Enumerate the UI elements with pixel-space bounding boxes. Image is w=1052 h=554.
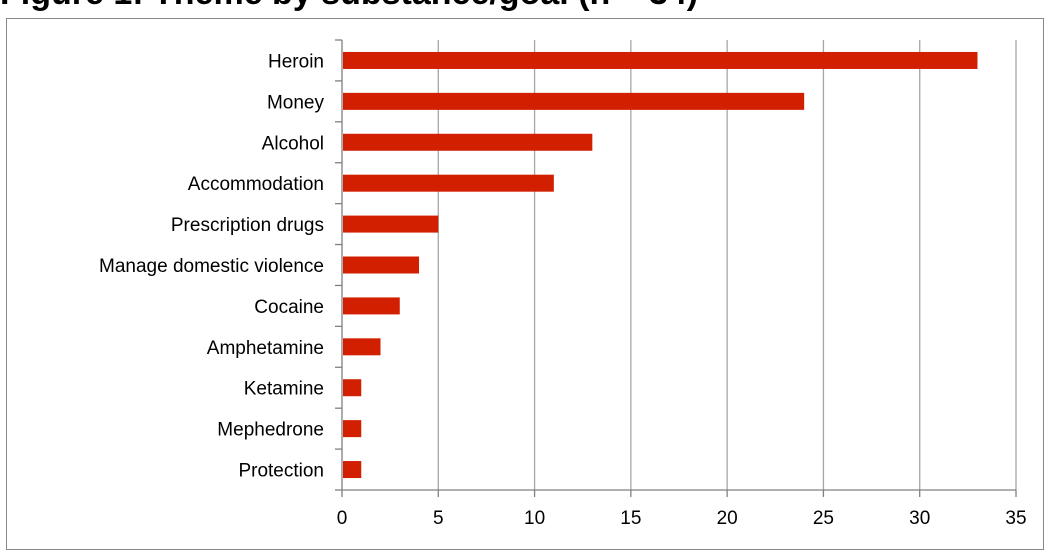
x-tick-label: 20: [717, 508, 738, 529]
x-tick-label: 10: [524, 508, 545, 529]
category-label: Accommodation: [188, 174, 324, 195]
category-label: Amphetamine: [207, 338, 324, 359]
category-label: Cocaine: [254, 297, 324, 318]
bar-protection: [343, 461, 362, 479]
category-label: Alcohol: [262, 133, 324, 154]
bar-manage-domestic-violence: [343, 256, 420, 274]
bar-prescription-drugs: [343, 215, 439, 233]
x-tick-label: 25: [813, 508, 834, 529]
bar-accommodation: [343, 174, 554, 192]
x-tick-label: 0: [337, 508, 348, 529]
bar-cocaine: [343, 297, 400, 315]
bar-mephedrone: [343, 420, 362, 438]
category-label: Ketamine: [244, 379, 324, 400]
x-tick-label: 5: [433, 508, 444, 529]
x-tick-label: 35: [1005, 508, 1026, 529]
title-region: Figure 1: Theme by substance/goal (n = 3…: [0, 0, 1052, 18]
bar-amphetamine: [343, 338, 381, 356]
bar-ketamine: [343, 379, 362, 397]
bar-money: [343, 92, 805, 110]
category-label: Mephedrone: [217, 420, 324, 441]
category-label: Money: [267, 92, 325, 113]
category-label: Manage domestic violence: [99, 256, 324, 277]
category-label: Prescription drugs: [171, 215, 324, 236]
category-label: Heroin: [268, 51, 324, 72]
x-tick-label: 15: [620, 508, 641, 529]
chart-title: Figure 1: Theme by substance/goal (n = 3…: [0, 0, 698, 13]
bar-alcohol: [343, 133, 593, 151]
bar-heroin: [343, 51, 978, 69]
x-tick-label: 30: [909, 508, 930, 529]
category-label: Protection: [238, 461, 324, 482]
chart-frame: [6, 18, 1044, 550]
